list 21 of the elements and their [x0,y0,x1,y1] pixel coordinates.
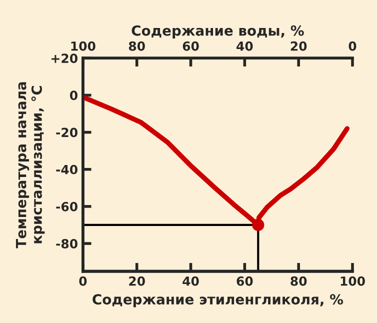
x-tick-label: 60 [236,276,253,286]
x-tick-label: 80 [290,276,307,286]
x-tick-label: 100 [340,276,365,286]
y-tick-label: -40 [56,164,78,174]
y-tick-label: -20 [56,128,78,138]
x2-tick-label: 40 [236,41,253,51]
x-tick-label: 0 [79,276,87,286]
y-tick-label: -60 [56,202,78,212]
x2-tick-label: 60 [182,41,199,51]
y-tick-label: -80 [56,238,78,248]
x-axis-title: Содержание этиленгликоля, % [92,294,344,308]
x2-tick-label: 20 [290,41,307,51]
x-tick-label: 20 [129,276,145,286]
y-tick-label: 0 [70,90,78,100]
y-axis-title: Температура начала кристаллизации, °C [16,82,45,248]
x2-tick-label: 100 [71,41,96,51]
x2-tick-label: 0 [348,41,356,51]
x2-axis-title: Содержание воды, % [132,25,304,39]
y-tick-label: +20 [52,54,78,64]
x2-tick-label: 80 [128,41,145,51]
x-tick-label: 40 [182,276,199,286]
